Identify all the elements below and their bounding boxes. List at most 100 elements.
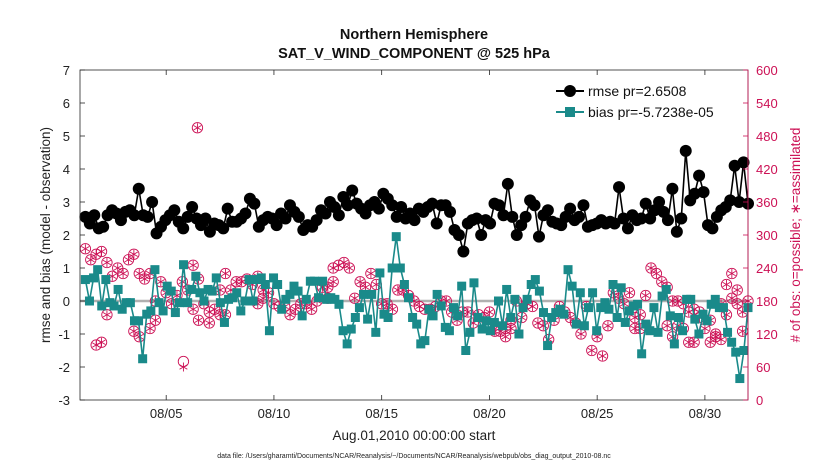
rmse-point: [341, 199, 354, 212]
rmse-point: [501, 177, 514, 190]
obs-assimilated-marker: [113, 265, 122, 271]
obs-assimilated-marker: [716, 336, 726, 343]
obs-assimilated-marker: [528, 303, 537, 310]
legend-bias-label: bias pr=-5.7238e-05: [588, 104, 714, 120]
obs-assimilated-marker: [409, 298, 419, 304]
bias-point: [158, 306, 168, 316]
bias-point: [273, 280, 283, 289]
rmse-point: [670, 225, 683, 238]
obs-assimilated-marker: [361, 284, 370, 290]
bias-point: [346, 324, 356, 334]
obs-possible-marker: [623, 287, 636, 299]
x-tick-label: 08/20: [473, 406, 506, 421]
bias-point: [637, 349, 647, 359]
obs-assimilated-marker: [388, 306, 397, 312]
rmse-point: [661, 214, 674, 227]
rmse-point: [168, 204, 181, 217]
obs-assimilated-marker: [576, 331, 586, 337]
bias-point: [289, 281, 299, 291]
bias-point: [538, 308, 548, 318]
bias-point: [363, 314, 373, 324]
obs-assimilated-marker: [135, 334, 144, 340]
obs-assimilated-marker: [539, 323, 548, 329]
bias-point: [236, 306, 246, 316]
obs-possible-marker: [731, 298, 743, 310]
rmse-point: [177, 222, 190, 235]
bias-point: [727, 337, 737, 347]
rmse-point: [693, 169, 706, 182]
bias-point: [375, 268, 385, 278]
rmse-point: [470, 212, 483, 225]
obs-possible-marker: [586, 344, 598, 357]
bias-point: [342, 339, 352, 349]
obs-possible-marker: [187, 303, 199, 315]
x-tick-label: 08/25: [581, 406, 614, 421]
bias-point: [596, 303, 606, 313]
x-tick-label: 08/05: [150, 406, 183, 421]
obs-possible-marker: [95, 245, 108, 258]
bias-point: [444, 326, 454, 336]
obs-possible-marker: [634, 309, 646, 321]
bias-point: [232, 288, 242, 298]
bias-point: [669, 339, 679, 349]
obs-assimilated-marker: [81, 246, 90, 252]
bias-point: [473, 313, 483, 322]
rmse-point: [608, 217, 621, 230]
bias-point: [117, 304, 127, 314]
bias-point: [338, 326, 348, 336]
bias-point: [428, 311, 438, 321]
y-axis-label-right: # of obs: o=possible; ∗=assimilated: [788, 128, 803, 343]
obs-assimilated-marker: [463, 309, 472, 315]
y-right-tick-label: 300: [756, 228, 778, 243]
rmse-point: [395, 200, 408, 213]
bias-point: [608, 280, 618, 289]
legend-rmse-label: rmse pr=2.6508: [588, 83, 687, 99]
bias-point: [518, 303, 528, 313]
bias-point: [264, 326, 274, 336]
bias-point: [592, 326, 602, 336]
y-left-tick-label: 2: [63, 228, 70, 243]
obs-possible-marker: [95, 336, 108, 348]
y-left-tick-label: 4: [63, 162, 70, 177]
bias-point: [109, 301, 119, 311]
bias-point: [506, 313, 516, 322]
bias-point: [739, 346, 749, 355]
y-left-tick-label: 7: [63, 63, 70, 78]
obs-possible-marker: [305, 303, 318, 315]
obs-possible-marker: [117, 267, 129, 280]
obs-assimilated-marker: [733, 301, 742, 307]
obs-possible-marker: [128, 248, 140, 260]
bias-point: [571, 319, 581, 329]
bias-point: [567, 281, 577, 291]
rmse-point: [279, 212, 292, 225]
bias-point: [125, 298, 135, 308]
bias-point: [485, 326, 495, 336]
bias-point: [493, 296, 503, 306]
bias-point: [698, 309, 708, 319]
bias-point: [359, 289, 369, 299]
obs-assimilated-marker: [145, 325, 155, 332]
obs-assimilated-marker: [345, 265, 354, 271]
obs-possible-marker: [327, 276, 339, 288]
obs-possible-marker: [596, 350, 609, 362]
rmse-point: [675, 212, 688, 225]
bias-point: [633, 299, 643, 309]
bias-point: [457, 281, 467, 291]
rmse-point: [141, 210, 154, 223]
bias-series: [80, 232, 753, 384]
rmse-point: [146, 196, 159, 208]
bias-point: [285, 289, 295, 299]
legend: rmse pr=2.6508 bias pr=-5.7238e-05: [553, 77, 743, 124]
bias-point: [187, 284, 197, 294]
y-right-tick-label: 360: [756, 195, 778, 210]
rmse-point: [519, 210, 532, 223]
bias-point: [256, 273, 266, 283]
bias-point: [620, 317, 630, 327]
bias-point: [350, 313, 360, 322]
rmse-point: [239, 207, 252, 220]
bias-point: [710, 294, 720, 304]
rmse-point: [452, 229, 465, 241]
x-tick-label: 08/30: [689, 406, 722, 421]
bias-point: [526, 280, 536, 289]
obs-assimilated-marker: [603, 323, 613, 329]
